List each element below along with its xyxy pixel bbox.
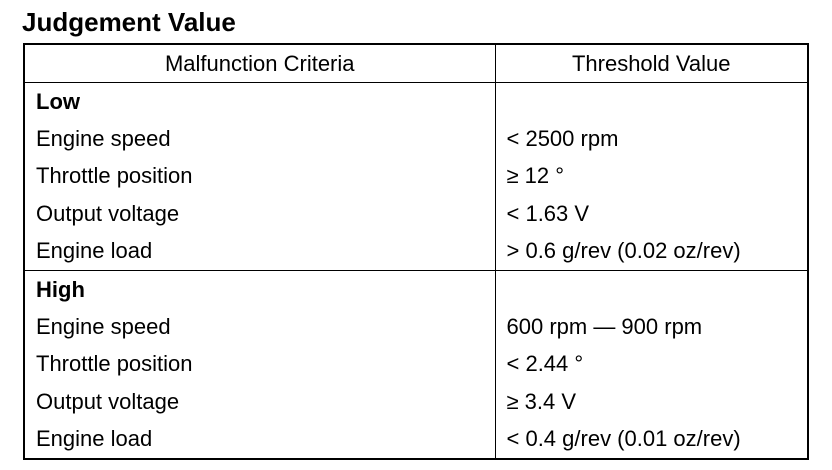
threshold-cell: < 1.63 V [494,195,808,233]
threshold-cell: > 0.6 g/rev (0.02 oz/rev) [494,232,808,271]
criteria-cell: Engine load [36,238,153,264]
row: Output voltage < 1.63 V [24,195,808,233]
criteria-cell: Engine speed [36,314,171,340]
row: Engine load > 0.6 g/rev (0.02 oz/rev) [24,232,808,271]
row: Engine speed < 2500 rpm [24,120,808,158]
threshold-cell: 600 rpm — 900 rpm [494,308,808,346]
judgement-table: Malfunction Criteria Threshold Value Low… [23,43,809,460]
group: High Engine speed 600 rpm — 900 rpm Throttl… [24,269,808,459]
threshold-cell: ≥ 12 ° [494,157,808,196]
header-cell: Threshold Value [494,44,808,83]
group: Low Engine speed < 2500 rpm Throttle positi… [24,82,808,271]
row: Engine speed 600 rpm — 900 rpm [24,308,808,346]
title: Judgement Value [22,7,236,37]
group-row: High [24,269,808,309]
group-label: High [24,269,495,309]
row: Output voltage ≥ 3.4 V [24,383,808,421]
criteria-cell: Throttle position [36,351,193,377]
row: Engine load < 0.4 g/rev (0.01 oz/rev) [24,420,808,459]
threshold-cell: < 2.44 ° [494,345,808,384]
criteria-cell: Output voltage [36,200,180,226]
criteria-cell: Engine speed [36,126,171,152]
group-row: Low [24,82,808,121]
header-cell: Malfunction Criteria [24,44,495,83]
threshold-cell: < 2500 rpm [494,120,808,158]
group-label: Low [36,88,80,114]
row: Throttle position ≥ 12 ° [24,157,808,196]
threshold-cell: < 0.4 g/rev (0.01 oz/rev) [494,420,808,459]
empty-cell [494,269,808,309]
empty-cell [494,82,808,121]
criteria-cell: Output voltage [36,388,180,414]
threshold-cell: ≥ 3.4 V [494,383,808,421]
header-row: Malfunction Criteria Threshold Value [24,44,808,83]
criteria-cell: Engine load [36,426,153,452]
row: Throttle position < 2.44 ° [24,345,808,384]
criteria-cell: Throttle position [36,163,193,189]
